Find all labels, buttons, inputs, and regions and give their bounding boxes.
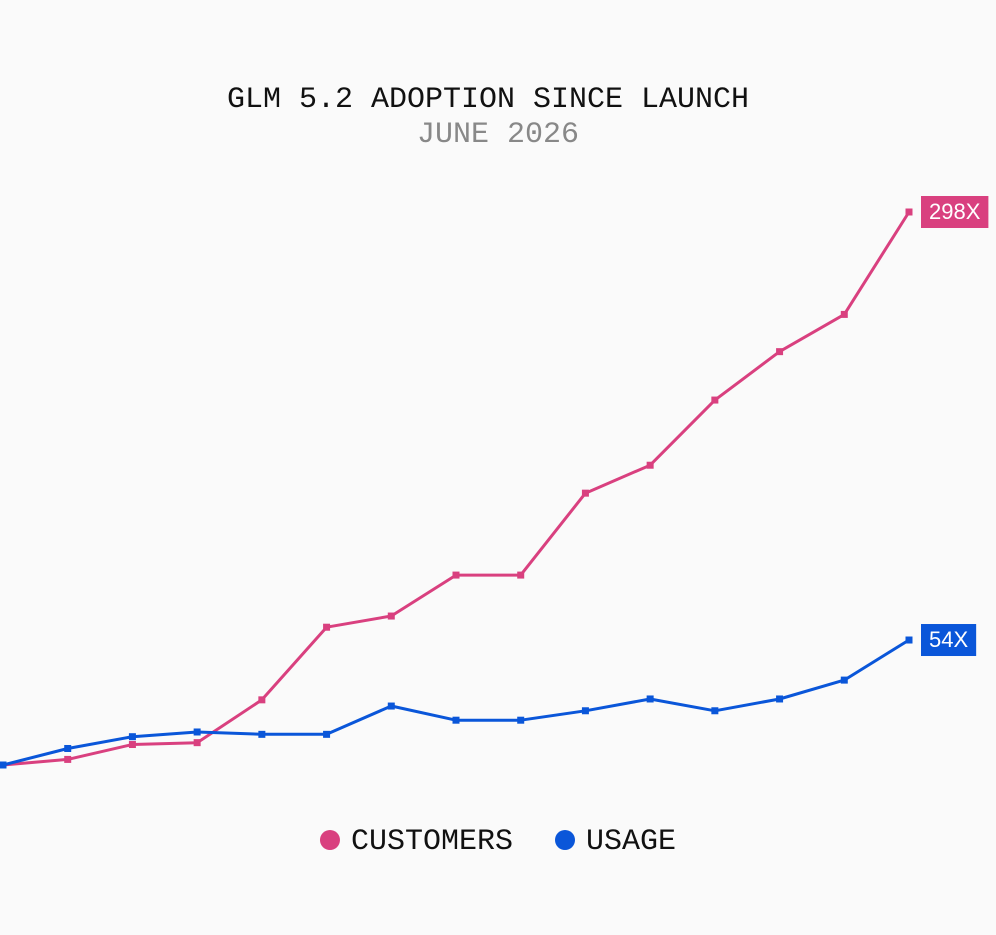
data-point — [517, 716, 525, 724]
data-point — [193, 739, 201, 747]
data-point — [711, 396, 719, 404]
data-point — [64, 755, 72, 763]
data-point — [581, 707, 589, 715]
data-point — [776, 695, 784, 703]
data-point — [452, 716, 460, 724]
data-point — [258, 730, 266, 738]
chart-subtitle: JUNE 2026 — [417, 118, 579, 152]
value-label-box — [921, 624, 977, 657]
data-point — [258, 696, 266, 704]
data-point — [905, 208, 913, 216]
data-point — [646, 461, 654, 469]
data-point — [0, 761, 7, 769]
data-point — [581, 489, 589, 497]
data-point — [128, 733, 136, 741]
data-point — [323, 623, 331, 631]
data-point — [840, 676, 848, 684]
data-point — [323, 730, 331, 738]
data-point — [387, 702, 395, 710]
legend-label: USAGE — [586, 825, 676, 859]
data-point — [776, 348, 784, 356]
value-label-box — [921, 196, 989, 228]
series-line — [2, 638, 910, 767]
data-point — [64, 744, 72, 752]
value-label: 54X — [929, 627, 968, 652]
data-point — [840, 310, 848, 318]
data-point — [387, 612, 395, 620]
chart-title: GLM 5.2 ADOPTION SINCE LAUNCH — [227, 83, 749, 117]
data-point — [905, 636, 913, 644]
series-line — [2, 211, 911, 767]
data-point — [517, 571, 525, 579]
legend-label: CUSTOMERS — [351, 825, 513, 859]
data-point — [193, 728, 201, 736]
data-point — [711, 707, 719, 715]
data-point — [452, 571, 460, 579]
data-point — [646, 695, 654, 703]
value-label: 298X — [929, 199, 981, 224]
legend-marker — [319, 830, 340, 850]
legend-marker — [555, 830, 576, 850]
data-point — [128, 741, 136, 749]
